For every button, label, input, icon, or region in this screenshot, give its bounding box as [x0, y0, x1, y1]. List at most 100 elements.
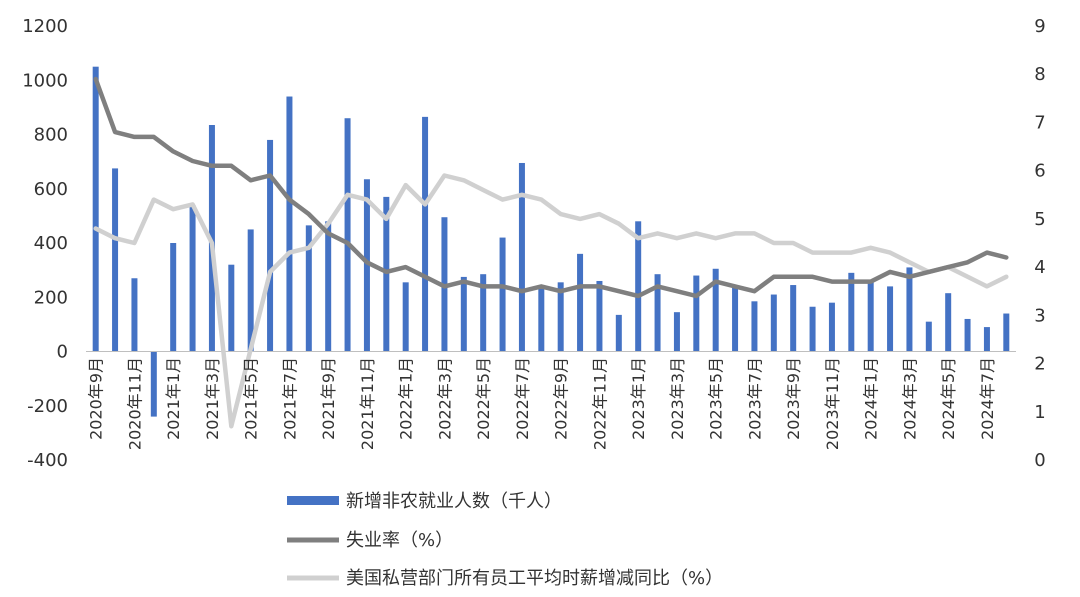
bar: [422, 116, 429, 352]
unemployment-line: [93, 76, 1009, 299]
left-axis-tick-label: 0: [57, 342, 68, 363]
x-tick-label: 2024年7月: [978, 357, 997, 440]
x-tick-label: 2022年11月: [590, 357, 609, 450]
bar: [673, 312, 680, 352]
wage-growth-line: [93, 173, 1009, 429]
bar: [286, 96, 293, 352]
x-tick-label: 2023年5月: [707, 357, 726, 440]
bar: [577, 253, 584, 352]
bar: [615, 314, 622, 352]
bar: [945, 293, 952, 352]
bar: [402, 282, 409, 352]
bar: [770, 294, 777, 352]
right-axis-tick-label: 0: [1034, 450, 1045, 471]
x-tick-label: 2022年3月: [435, 357, 454, 440]
bar: [267, 139, 274, 352]
bar: [325, 221, 332, 352]
bar: [363, 179, 370, 352]
bar: [635, 221, 642, 352]
x-tick-label: 2021年1月: [164, 357, 183, 440]
bar: [751, 301, 758, 352]
left-y-axis: -400 -200 0 200 400 600 800 1000 1200: [22, 16, 68, 471]
right-axis-tick-label: 9: [1034, 16, 1045, 37]
x-tick-label: 2022年7月: [513, 357, 532, 440]
bar: [712, 268, 719, 352]
x-tick-label: 2024年5月: [939, 357, 958, 440]
bar: [383, 196, 390, 352]
line-series: [93, 76, 1009, 429]
legend-swatch-bars: [287, 496, 339, 505]
legend-item-wages: 美国私营部门所有员工平均时薪增减同比（%）: [287, 568, 723, 589]
right-axis-tick-label: 6: [1034, 161, 1045, 182]
bar: [112, 168, 119, 352]
left-axis-tick-label: 1200: [22, 16, 68, 37]
bar: [654, 274, 661, 352]
bar: [887, 286, 894, 352]
bar: [305, 225, 312, 352]
legend-label-unemployment: 失业率（%）: [346, 530, 453, 551]
bar: [964, 318, 971, 352]
x-tick-label: 2020年9月: [87, 357, 106, 440]
x-tick-label: 2021年3月: [203, 357, 222, 440]
bar: [499, 237, 506, 352]
x-tick-label: 2023年3月: [668, 357, 687, 440]
bar: [809, 306, 816, 352]
bar: [247, 229, 254, 352]
bar: [228, 264, 235, 352]
left-axis-tick-label: 200: [34, 287, 68, 308]
bar: [1003, 313, 1010, 352]
x-tick-label: 2021年9月: [319, 357, 338, 440]
bar: [828, 302, 835, 352]
bar: [92, 66, 99, 352]
right-axis-tick-label: 7: [1034, 112, 1045, 133]
left-axis-tick-label: 800: [34, 125, 68, 146]
x-tick-label: 2021年7月: [280, 357, 299, 440]
bar: [480, 274, 487, 352]
right-axis-tick-label: 5: [1034, 209, 1045, 230]
right-axis-tick-label: 8: [1034, 64, 1045, 85]
bar: [538, 286, 545, 352]
bar: [906, 267, 913, 352]
bar: [150, 351, 157, 417]
legend-item-unemployment: 失业率（%）: [287, 530, 453, 551]
right-axis-tick-label: 3: [1034, 305, 1045, 326]
legend: 新增非农就业人数（千人） 失业率（%） 美国私营部门所有员工平均时薪增减同比（%…: [287, 491, 723, 589]
bar: [131, 278, 138, 352]
x-tick-label: 2021年11月: [358, 357, 377, 450]
left-axis-tick-label: 1000: [22, 70, 68, 91]
legend-item-bars: 新增非农就业人数（千人）: [287, 491, 562, 512]
bar: [557, 282, 564, 352]
right-axis-tick-label: 4: [1034, 257, 1045, 278]
x-tick-label: 2022年5月: [474, 357, 493, 440]
x-tick-label: 2021年5月: [242, 357, 261, 440]
x-tick-label: 2023年7月: [745, 357, 764, 440]
left-axis-tick-label: 600: [34, 179, 68, 200]
left-axis-tick-label: -200: [27, 396, 68, 417]
x-tick-label: 2023年9月: [784, 357, 803, 440]
x-tick-label: 2022年1月: [397, 357, 416, 440]
x-tick-label: 2024年1月: [862, 357, 881, 440]
bar: [170, 243, 177, 352]
x-tick-label: 2023年1月: [629, 357, 648, 440]
bar: [344, 118, 351, 352]
bar: [790, 285, 797, 352]
left-axis-tick-label: -400: [27, 450, 68, 471]
bar: [189, 205, 196, 352]
left-axis-tick-label: 400: [34, 233, 68, 254]
bar: [867, 280, 874, 352]
bar: [983, 327, 990, 352]
x-axis-labels: 2020年9月 2020年11月 2021年1月 2021年3月 2021年5月 2021…: [87, 357, 997, 450]
x-tick-label: 2022年9月: [552, 357, 571, 440]
bar: [848, 272, 855, 352]
bar: [460, 276, 467, 352]
legend-label-wages: 美国私营部门所有员工平均时薪增减同比（%）: [346, 568, 723, 589]
legend-label-bars: 新增非农就业人数（千人）: [346, 491, 562, 512]
x-tick-label: 2024年3月: [900, 357, 919, 440]
right-axis-tick-label: 1: [1034, 402, 1045, 423]
bar: [596, 280, 603, 352]
x-tick-label: 2023年11月: [823, 357, 842, 450]
right-y-axis: 0 1 2 3 4 5 6 7 8 9: [1034, 16, 1045, 471]
right-axis-tick-label: 2: [1034, 354, 1045, 375]
bar: [693, 275, 700, 352]
